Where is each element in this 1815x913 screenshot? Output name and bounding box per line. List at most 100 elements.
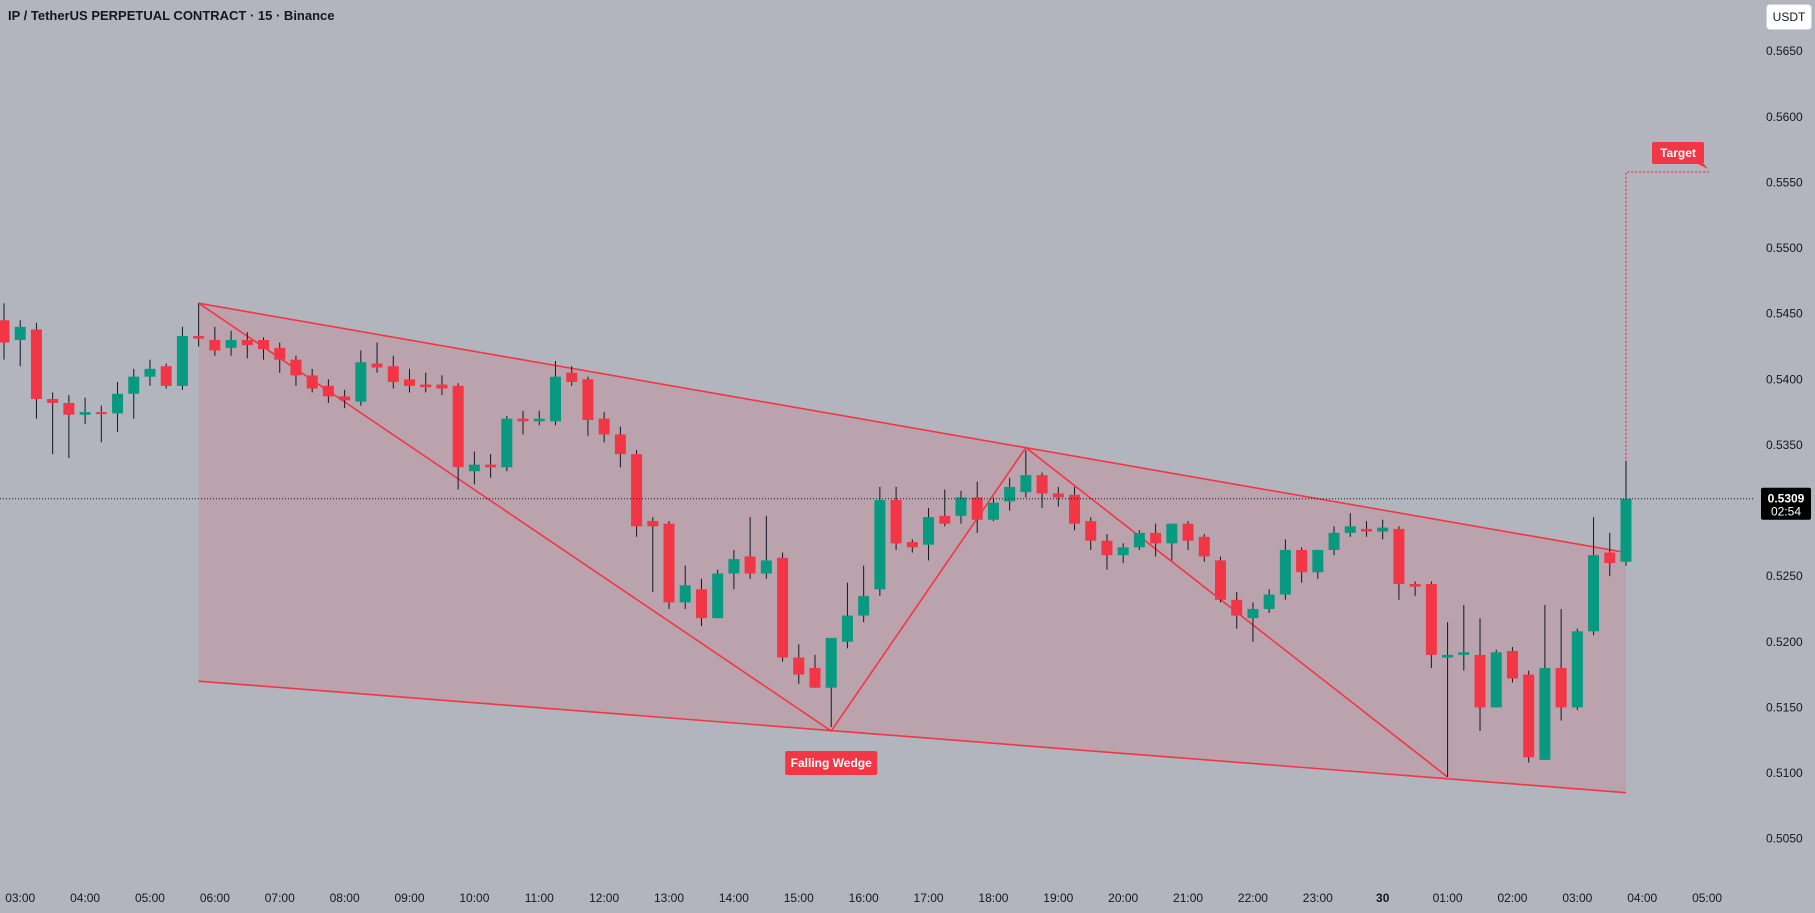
target-label-text: Target: [1660, 146, 1696, 160]
overlay-layer: Target Falling Wedge: [0, 141, 1755, 776]
x-tick-label: 08:00: [330, 891, 360, 905]
candle-body: [322, 385, 334, 397]
x-tick-label: 12:00: [589, 891, 619, 905]
candle-body: [1506, 650, 1518, 679]
candle-body: [306, 375, 318, 389]
countdown-timer-text: 02:54: [1771, 505, 1801, 519]
candle: [1182, 521, 1194, 550]
candle-body: [777, 557, 789, 658]
candle: [47, 392, 59, 455]
candle: [144, 359, 156, 386]
candle-body: [582, 379, 594, 421]
candle-body: [712, 573, 724, 619]
candle-body: [1101, 540, 1113, 556]
candle: [793, 644, 805, 684]
candle: [517, 410, 529, 435]
target-label[interactable]: Target: [1652, 141, 1708, 169]
candle: [939, 489, 951, 527]
candle: [225, 330, 237, 356]
candle: [1377, 519, 1389, 540]
candle: [14, 320, 26, 367]
x-tick-label: 09:00: [394, 891, 424, 905]
candle-body: [1085, 521, 1097, 541]
x-tick-label: 20:00: [1108, 891, 1138, 905]
x-tick-label: 17:00: [914, 891, 944, 905]
candle: [1588, 517, 1600, 636]
candle-body: [1247, 608, 1259, 619]
x-tick-label: 16:00: [849, 891, 879, 905]
y-tick-label: 0.5450: [1766, 307, 1803, 321]
candle-body: [793, 657, 805, 675]
x-tick-label: 15:00: [784, 891, 814, 905]
current-price-tag-box: [1761, 487, 1811, 520]
candle: [371, 342, 383, 373]
x-tick-label: 01:00: [1433, 891, 1463, 905]
candle-body: [160, 366, 172, 386]
candle: [420, 372, 432, 393]
candle-body: [614, 434, 626, 455]
candle: [1150, 523, 1162, 557]
candle: [1231, 591, 1243, 629]
candle: [1555, 608, 1567, 721]
wedge-lower-line[interactable]: [198, 680, 1627, 794]
candle-body: [906, 542, 918, 548]
x-tick-label: 10:00: [459, 891, 489, 905]
candle-body: [1523, 674, 1535, 758]
current-price-text: 0.5309: [1768, 492, 1805, 506]
candle: [63, 395, 75, 459]
candle-body: [209, 339, 221, 351]
currency-button[interactable]: USDT: [1766, 4, 1812, 30]
candle-body: [47, 399, 59, 403]
candle: [160, 363, 172, 389]
candle: [258, 337, 270, 360]
candle-body: [1117, 547, 1129, 556]
candle-body: [809, 668, 821, 688]
candle-body: [987, 502, 999, 520]
candle-body: [728, 559, 740, 574]
candle: [1004, 477, 1016, 511]
candle: [614, 426, 626, 468]
candle-body: [1328, 532, 1340, 550]
candle: [744, 517, 756, 579]
candle: [728, 549, 740, 590]
y-tick-label: 0.5400: [1766, 372, 1803, 386]
x-tick-label: 13:00: [654, 891, 684, 905]
candle: [1458, 605, 1470, 671]
pattern-label[interactable]: Falling Wedge: [785, 751, 878, 776]
candle: [906, 539, 918, 553]
candle-body: [355, 362, 367, 402]
candle: [858, 565, 870, 623]
candle: [549, 360, 561, 426]
candle: [1198, 534, 1210, 562]
price-axis[interactable]: 0.5650 0.5600 0.5550 0.5500 0.5450 0.5400 0.53…: [1761, 44, 1811, 846]
candle-body: [1150, 532, 1162, 544]
candle-body: [1474, 654, 1486, 708]
candle-body: [1458, 652, 1470, 655]
target-label-pointer: [1698, 163, 1708, 169]
candle-body: [1312, 549, 1324, 573]
candle: [1069, 486, 1081, 531]
candle: [193, 303, 205, 347]
candle-body: [1052, 493, 1064, 498]
x-tick-label: 07:00: [265, 891, 295, 905]
candle: [1490, 649, 1502, 708]
x-tick-label: 11:00: [525, 891, 554, 905]
candle-body: [63, 402, 75, 415]
candle-body: [339, 396, 351, 401]
candle: [452, 383, 464, 490]
candle-body: [144, 368, 156, 377]
x-tick-label: 22:00: [1238, 891, 1268, 905]
candle: [1604, 532, 1616, 577]
candle: [1101, 534, 1113, 570]
wedge-upper-line[interactable]: [198, 302, 1627, 554]
x-tick-label: 23:00: [1303, 891, 1333, 905]
time-axis[interactable]: 03:00 04:00 05:00 06:00 07:00 08:00 09:00 10:00…: [5, 891, 1722, 905]
candle: [582, 376, 594, 436]
candle-body: [436, 384, 448, 389]
candle-body: [1344, 526, 1356, 533]
candle: [955, 490, 967, 524]
candle-body: [971, 497, 983, 520]
candle: [1133, 530, 1145, 550]
candle: [1360, 521, 1372, 537]
